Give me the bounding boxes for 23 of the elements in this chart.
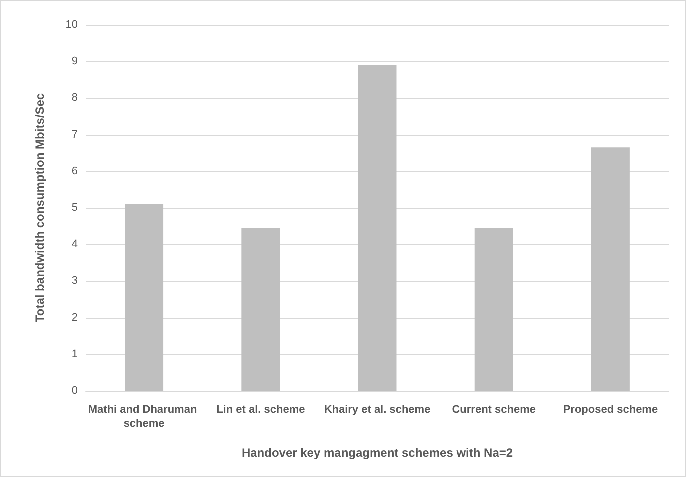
bar <box>242 228 280 391</box>
y-axis-title: Total bandwidth consumption Mbits/Sec <box>33 93 47 323</box>
x-tick-label: Khairy et al. scheme <box>324 404 431 416</box>
y-tick-label: 7 <box>72 128 78 141</box>
y-tick-label: 2 <box>72 312 78 324</box>
x-tick-label: Current scheme <box>452 404 536 416</box>
y-tick-label: 4 <box>72 238 78 251</box>
y-tick-label: 9 <box>72 56 78 68</box>
y-tick-label: 10 <box>66 19 78 31</box>
y-tick-label: 3 <box>72 275 78 288</box>
bar <box>474 228 514 391</box>
y-tick-label: 5 <box>72 202 78 214</box>
x-tick-label: Proposed scheme <box>563 404 658 416</box>
bar <box>125 204 164 391</box>
bar <box>591 148 630 391</box>
bar <box>358 65 397 391</box>
y-tick-label: 1 <box>72 348 78 360</box>
x-tick-label: Lin et al. scheme <box>216 404 306 416</box>
y-tick-label: 0 <box>72 385 78 397</box>
x-axis-title: Handover key mangagment schemes with Na=2 <box>242 446 514 460</box>
y-tick-label: 8 <box>72 92 78 104</box>
x-tick-label: Mathi and Dharuman scheme <box>88 404 200 430</box>
y-tick-label: 6 <box>72 165 78 178</box>
